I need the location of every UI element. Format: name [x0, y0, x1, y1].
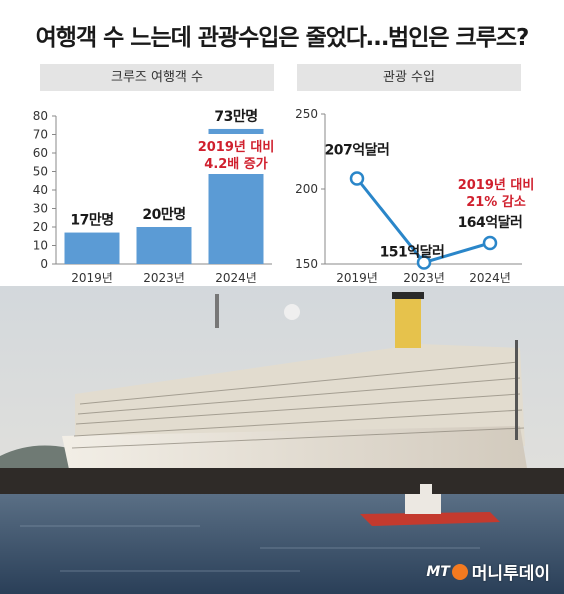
bar: [64, 232, 120, 264]
line-x-tick-label: 2023년: [403, 271, 445, 285]
line-value-label: 207억달러: [325, 143, 390, 159]
line-point: [416, 255, 432, 270]
bar-value-label: 20만명: [142, 206, 185, 223]
line-annotation-line: 21% 감소: [466, 195, 526, 210]
bar-y-tick-label: 40: [33, 183, 48, 197]
bar-annotation-line: 4.2배 증가: [204, 156, 267, 172]
logo-name: 머니투데이: [471, 564, 550, 584]
bar-y-tick-label: 80: [33, 109, 48, 123]
page-title: 여행객 수 느는데 관광수입은 줄었다…범인은 크루즈?: [35, 25, 530, 51]
line-value-label: 151억달러: [380, 245, 445, 261]
bar-chart-title: 크루즈 여행객 수: [40, 64, 274, 91]
bar-value-label: 73만명: [214, 108, 257, 125]
charts-svg: 0 10 20 30 40 50 60 70 80 17만명 2019년 20만명 2023년 73만명 2…: [33, 107, 535, 285]
bar-x-tick-label: 2023년: [143, 271, 185, 285]
bar-value-label: 17만명: [70, 212, 113, 229]
bar-x-tick-label: 2024년: [215, 271, 257, 285]
line-annotation-line: 2019년 대비: [458, 178, 535, 193]
line-point: [482, 235, 498, 251]
logo-circle-icon: [451, 563, 468, 580]
bar-x-tick-label: 2019년: [71, 271, 113, 285]
bar-chart: 0 10 20 30 40 50 60 70 80 17만명 2019년 20만명 2023년 73만명 2…: [33, 108, 280, 285]
cruise-ship-photo: [0, 286, 564, 594]
bar-y-tick-label: 20: [33, 220, 48, 234]
line-value-label: 164억달러: [458, 215, 523, 231]
publisher-logo: MT 머니투데이: [426, 559, 550, 584]
bar-annotation-box: [192, 134, 280, 174]
line-x-tick-label: 2024년: [469, 271, 511, 285]
line-x-tick-label: 2019년: [336, 271, 378, 285]
bar-y-tick-label: 50: [33, 165, 48, 179]
bar-y-tick-label: 0: [40, 257, 48, 271]
bar-y-tick-label: 60: [33, 146, 48, 160]
line-point: [349, 171, 365, 186]
bar-y-tick-label: 30: [33, 202, 48, 216]
bar-annotation-line: 2019년 대비: [198, 140, 275, 155]
logo-mt: MT: [426, 563, 450, 580]
bar: [136, 227, 192, 264]
line-y-tick-label: 200: [295, 182, 318, 196]
bar-y-tick-label: 70: [33, 128, 48, 142]
line-chart-title: 관광 수입: [297, 64, 521, 91]
bar-y-tick-label: 10: [33, 239, 48, 253]
line-y-tick-label: 150: [295, 257, 318, 271]
line-y-tick-label: 250: [295, 107, 318, 121]
